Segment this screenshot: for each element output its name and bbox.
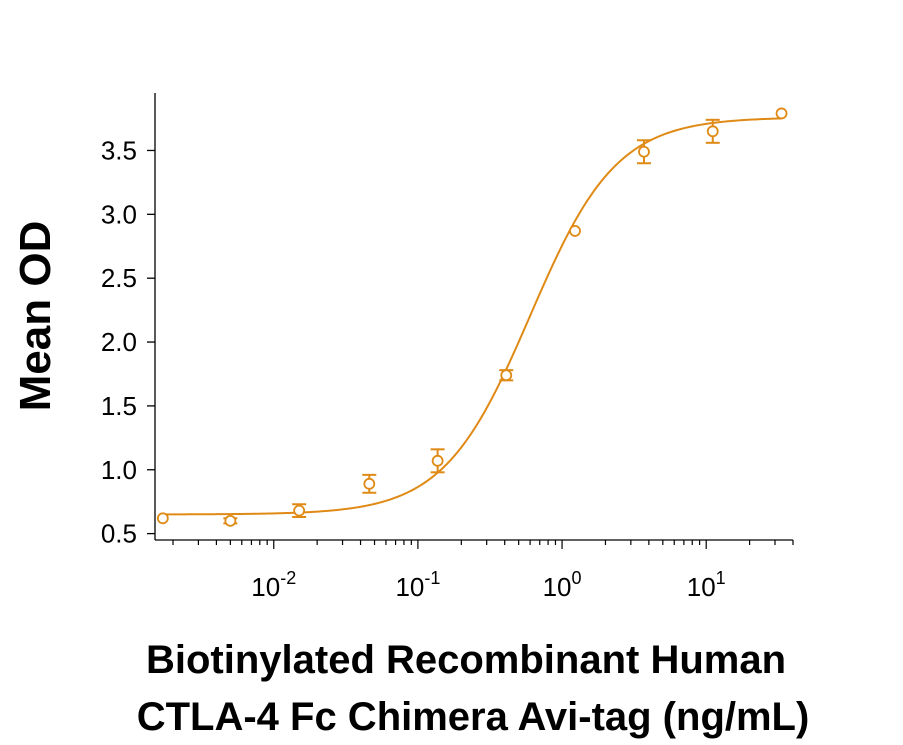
data-point [775,107,788,120]
y-axis-ticks: 0.5 1.0 1.5 2.0 2.5 3.0 3.5 [101,135,155,549]
axes [154,93,793,541]
x-tick-label: 100 [543,568,582,602]
y-axis-title: Mean OD [11,221,60,412]
point-marker [500,369,513,382]
data-point [430,448,445,474]
y-tick-label: 3.0 [101,199,137,229]
x-tick-label: 101 [687,568,726,602]
y-tick-label: 1.0 [101,455,137,485]
point-marker [293,504,306,517]
y-tick-label: 2.0 [101,327,137,357]
x-axis-title-line1: Biotinylated Recombinant Human [146,638,786,682]
point-marker [224,514,237,527]
y-tick-label: 1.5 [101,391,137,421]
y-tick-label: 3.5 [101,135,137,165]
x-axis-ticks: 10-2 10-1 100 101 [172,540,794,602]
data-point [292,503,307,519]
data-point [705,118,720,144]
x-tick-label: 10-1 [395,568,440,602]
x-axis-title-line2: CTLA-4 Fc Chimera Avi-tag (ng/mL) [137,695,810,739]
fit-curve [162,117,782,516]
point-marker [775,107,788,120]
point-marker [569,225,581,237]
data-point [499,369,514,382]
data-point [636,139,651,165]
point-marker [638,145,650,158]
data-point [223,514,238,527]
data-point [156,512,169,525]
point-marker [156,512,169,525]
y-tick-label: 2.5 [101,263,137,293]
x-tick-label: 10-2 [251,568,296,602]
data-points [156,107,788,527]
point-marker [363,477,376,490]
data-point [569,225,581,237]
y-tick-label: 0.5 [101,519,137,549]
point-marker [706,125,719,138]
data-point [362,473,377,494]
point-marker [431,454,444,467]
